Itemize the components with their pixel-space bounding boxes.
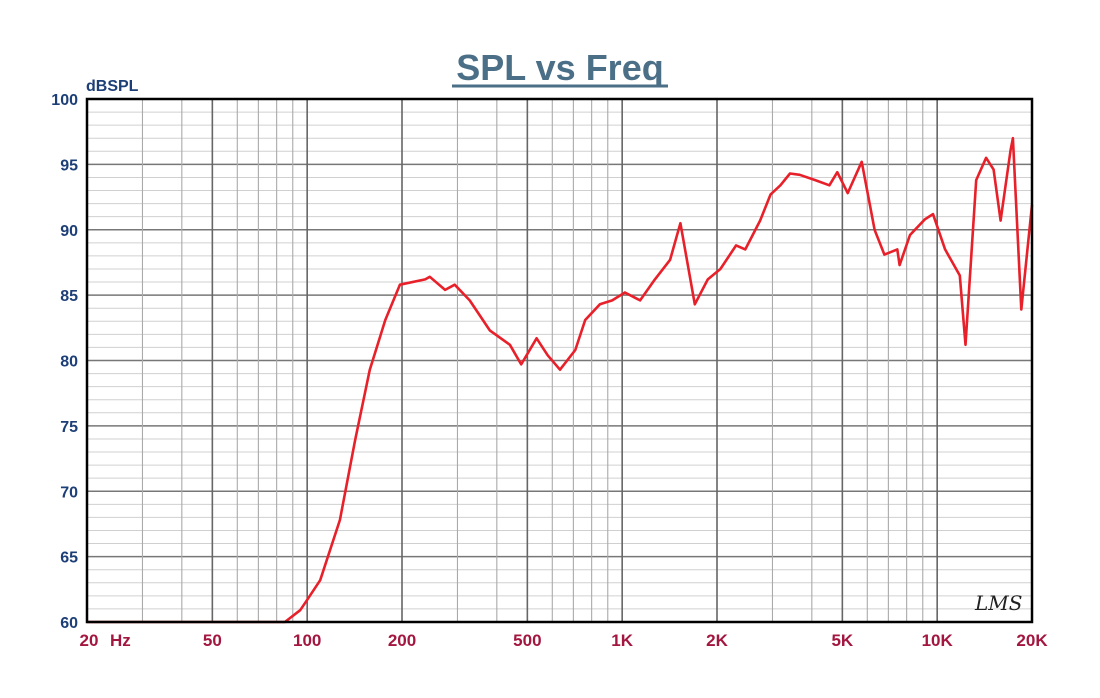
lms-watermark: LMS	[974, 591, 1022, 615]
x-tick-label: 5K	[831, 631, 853, 650]
y-tick-label: 85	[60, 288, 78, 305]
y-tick-label: 60	[60, 615, 78, 632]
y-tick-label: 75	[60, 419, 78, 436]
x-tick-label: 50	[203, 631, 222, 650]
x-tick-label: 200	[388, 631, 416, 650]
x-tick-label: 500	[513, 631, 541, 650]
chart-title: SPL vs Freq	[456, 47, 663, 88]
x-ticks: 20 50 100 200 500 1K 2K 5K 10K 20K	[80, 631, 1049, 650]
x-tick-label: 2K	[706, 631, 728, 650]
x-tick-label: 20K	[1016, 631, 1048, 650]
y-tick-label: 70	[60, 484, 78, 501]
y-tick-label: 65	[60, 550, 78, 567]
y-tick-label: 80	[60, 354, 78, 371]
x-tick-label: 20	[80, 631, 99, 650]
y-axis-label: dBSPL	[86, 78, 139, 95]
y-tick-label: 90	[60, 223, 78, 240]
plot-border	[85, 97, 1034, 624]
spl-curve	[87, 136, 1034, 624]
x-tick-label: 1K	[611, 631, 633, 650]
x-tick-label: 100	[293, 631, 321, 650]
y-tick-label: 95	[60, 157, 78, 174]
grid	[86, 98, 1033, 623]
y-ticks: 60 65 70 75 80 85 90 95 100	[51, 92, 78, 632]
x-axis-unit-label: Hz	[110, 631, 131, 650]
y-tick-label: 100	[51, 92, 78, 109]
x-tick-label: 10K	[922, 631, 954, 650]
